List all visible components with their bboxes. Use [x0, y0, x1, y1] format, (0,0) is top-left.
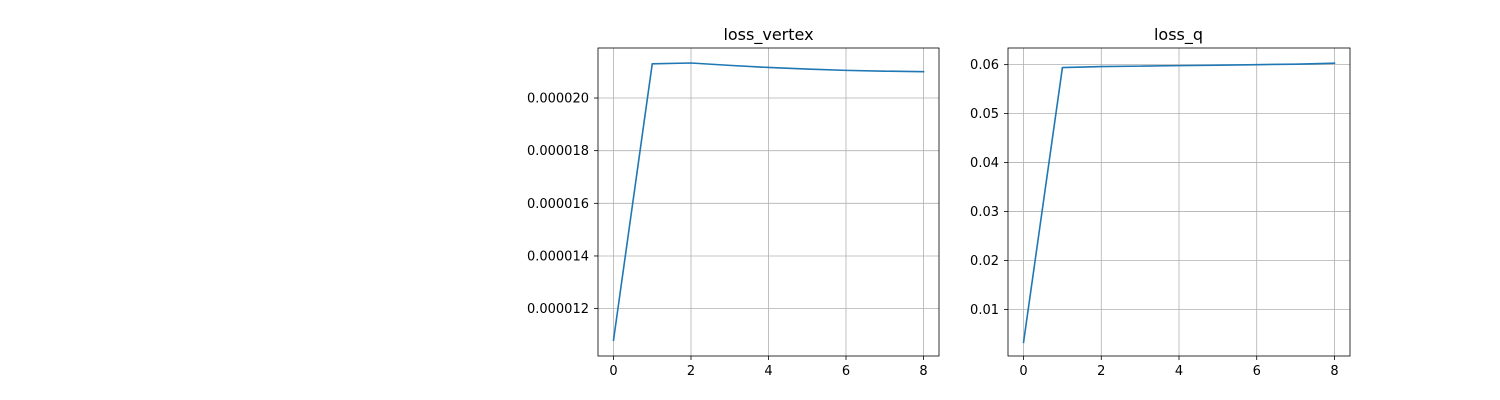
x-tick-label: 6	[1253, 364, 1261, 379]
x-tick-label: 0	[609, 364, 617, 379]
y-tick-label: 0.000018	[527, 144, 589, 159]
x-tick-label: 4	[1175, 364, 1183, 379]
axes-frame	[1007, 47, 1351, 357]
x-tick-label: 8	[1330, 364, 1338, 379]
x-tick-label: 2	[1097, 364, 1105, 379]
x-tick-label: 0	[1019, 364, 1027, 379]
axes-frame	[597, 47, 940, 357]
chart-title: loss_vertex	[723, 25, 813, 45]
chart-loss-vertex: loss_vertex 0 2 4 6 8 0.000012 0.000014 0.00001…	[527, 25, 940, 379]
y-tick-label: 0.04	[970, 156, 999, 171]
y-tick-label: 0.06	[970, 58, 999, 73]
y-tick-label: 0.02	[970, 254, 999, 269]
x-tick-label: 8	[919, 364, 927, 379]
y-tick-label: 0.000014	[527, 249, 589, 264]
y-tick-label: 0.000012	[527, 302, 589, 317]
y-tick-label: 0.01	[970, 303, 999, 318]
y-tick-label: 0.03	[970, 205, 999, 220]
chart-loss-q: loss_q 0 2 4 6 8 0.01 0.02 0.03 0.04 0.05 0.06	[970, 25, 1351, 379]
x-tick-label: 4	[764, 364, 772, 379]
y-tick-label: 0.05	[970, 107, 999, 122]
series-line	[612, 62, 925, 342]
series-line	[1022, 62, 1336, 344]
x-tick-label: 2	[687, 364, 695, 379]
y-tick-label: 0.000016	[527, 197, 589, 212]
chart-title: loss_q	[1154, 25, 1203, 45]
x-tick-label: 6	[842, 364, 850, 379]
y-tick-label: 0.000020	[527, 92, 589, 107]
